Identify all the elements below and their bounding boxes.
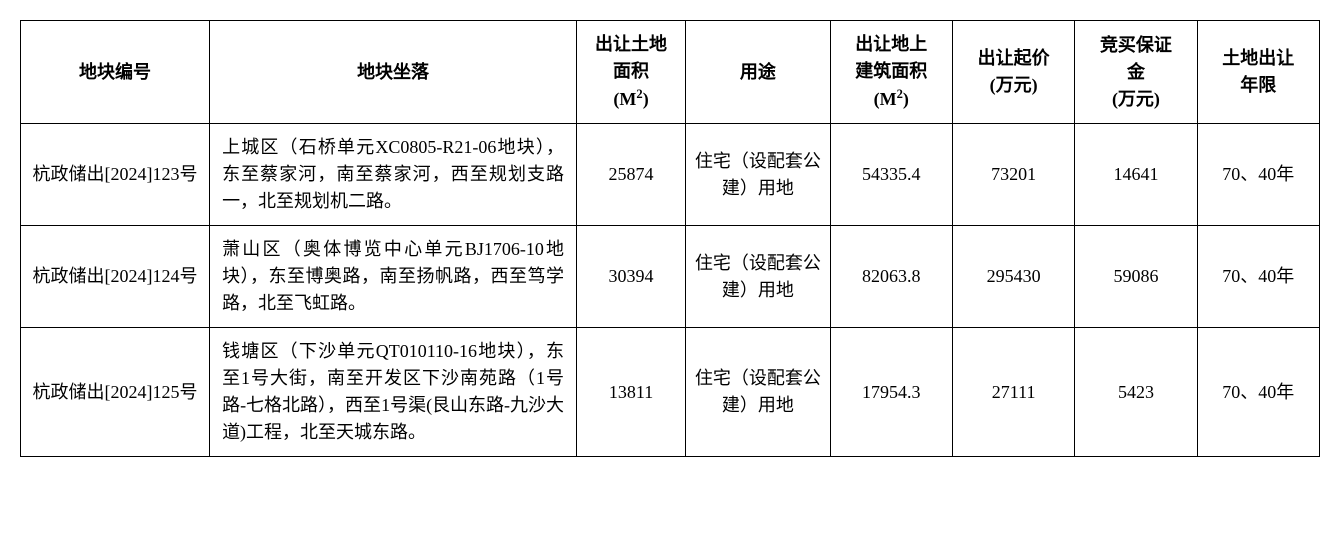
land-parcel-table: 地块编号地块坐落出让土地面积(M2)用途出让地上建筑面积(M2)出让起价(万元)… [20, 20, 1320, 457]
cell-price: 27111 [952, 328, 1074, 457]
cell-deposit: 14641 [1075, 124, 1197, 226]
col-header-term: 土地出让年限 [1197, 21, 1319, 124]
cell-land_area: 30394 [577, 226, 686, 328]
col-header-bld_area: 出让地上建筑面积(M2) [830, 21, 952, 124]
col-header-location: 地块坐落 [210, 21, 577, 124]
col-header-usage: 用途 [686, 21, 831, 124]
cell-id: 杭政储出[2024]123号 [21, 124, 210, 226]
cell-usage: 住宅（设配套公建）用地 [686, 226, 831, 328]
cell-term: 70、40年 [1197, 328, 1319, 457]
cell-price: 295430 [952, 226, 1074, 328]
table-row: 杭政储出[2024]125号钱塘区（下沙单元QT010110-16地块），东至1… [21, 328, 1320, 457]
cell-deposit: 59086 [1075, 226, 1197, 328]
table-body: 杭政储出[2024]123号上城区（石桥单元XC0805-R21-06地块），东… [21, 124, 1320, 457]
header-row: 地块编号地块坐落出让土地面积(M2)用途出让地上建筑面积(M2)出让起价(万元)… [21, 21, 1320, 124]
table-row: 杭政储出[2024]124号萧山区（奥体博览中心单元BJ1706-10地块），东… [21, 226, 1320, 328]
col-header-deposit: 竞买保证金(万元) [1075, 21, 1197, 124]
cell-price: 73201 [952, 124, 1074, 226]
cell-bld_area: 82063.8 [830, 226, 952, 328]
cell-id: 杭政储出[2024]125号 [21, 328, 210, 457]
cell-location: 上城区（石桥单元XC0805-R21-06地块），东至蔡家河，南至蔡家河，西至规… [210, 124, 577, 226]
cell-usage: 住宅（设配套公建）用地 [686, 328, 831, 457]
cell-land_area: 25874 [577, 124, 686, 226]
cell-bld_area: 54335.4 [830, 124, 952, 226]
cell-location: 钱塘区（下沙单元QT010110-16地块），东至1号大街，南至开发区下沙南苑路… [210, 328, 577, 457]
cell-usage: 住宅（设配套公建）用地 [686, 124, 831, 226]
cell-id: 杭政储出[2024]124号 [21, 226, 210, 328]
table-row: 杭政储出[2024]123号上城区（石桥单元XC0805-R21-06地块），东… [21, 124, 1320, 226]
cell-term: 70、40年 [1197, 124, 1319, 226]
cell-location: 萧山区（奥体博览中心单元BJ1706-10地块），东至博奥路，南至扬帆路，西至笃… [210, 226, 577, 328]
col-header-id: 地块编号 [21, 21, 210, 124]
col-header-land_area: 出让土地面积(M2) [577, 21, 686, 124]
table-header: 地块编号地块坐落出让土地面积(M2)用途出让地上建筑面积(M2)出让起价(万元)… [21, 21, 1320, 124]
col-header-price: 出让起价(万元) [952, 21, 1074, 124]
cell-bld_area: 17954.3 [830, 328, 952, 457]
cell-term: 70、40年 [1197, 226, 1319, 328]
cell-deposit: 5423 [1075, 328, 1197, 457]
cell-land_area: 13811 [577, 328, 686, 457]
